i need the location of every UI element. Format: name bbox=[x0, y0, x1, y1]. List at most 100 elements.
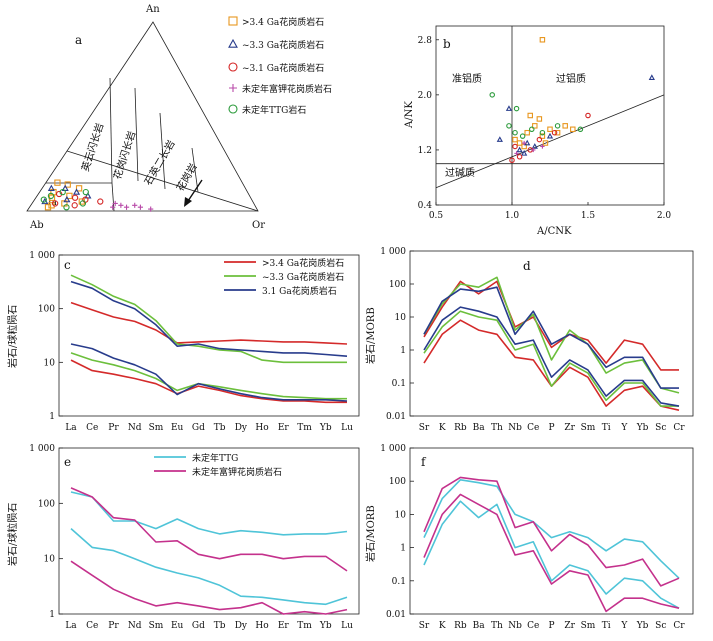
legend-a-item-1: >3.4 Ga花岗质岩石 bbox=[228, 16, 324, 28]
panel-b-point bbox=[516, 146, 523, 153]
x-element-label: Nb bbox=[508, 423, 522, 433]
panel-b-point bbox=[536, 136, 543, 143]
x-element-label: P bbox=[548, 423, 554, 433]
ternary-point bbox=[66, 192, 73, 200]
panel-b-frame bbox=[435, 25, 665, 206]
x-element-label: Zr bbox=[564, 621, 575, 631]
y-tick-label: 10 bbox=[44, 358, 56, 368]
series-line bbox=[423, 478, 680, 579]
ternary-point bbox=[110, 204, 116, 210]
y-tick-label: 100 bbox=[389, 280, 406, 290]
x-element-label: Pr bbox=[108, 621, 119, 631]
panel-b-point bbox=[539, 133, 546, 139]
panel-b-point bbox=[509, 157, 515, 164]
ternary-point bbox=[48, 202, 55, 209]
panel-b-point bbox=[585, 112, 591, 119]
y-tick-label: 0.4 bbox=[418, 201, 433, 211]
x-element-label: Er bbox=[278, 423, 290, 433]
x-element-label: Y bbox=[620, 621, 628, 631]
legend-c-text-3: 3.1 Ga花岗质岩石 bbox=[262, 285, 337, 297]
x-tick-label: 2.0 bbox=[657, 211, 672, 221]
ternary-point bbox=[71, 194, 79, 201]
legend-a-symbol-circle-green bbox=[228, 104, 238, 114]
y-tick-label: 1 000 bbox=[380, 444, 406, 454]
ternary-point bbox=[55, 190, 63, 198]
series-line bbox=[70, 301, 348, 345]
x-element-label: Yb bbox=[636, 423, 649, 433]
ternary-point bbox=[40, 196, 47, 203]
ternary-point bbox=[132, 202, 138, 208]
panel-b-point bbox=[496, 136, 503, 142]
x-element-label: Tb bbox=[214, 423, 226, 433]
panel-b-points bbox=[489, 37, 655, 164]
panel-b-point bbox=[524, 129, 530, 136]
panel-b-point bbox=[521, 140, 527, 146]
boundary-diagonal bbox=[435, 94, 665, 189]
legend-a-text-5: 未定年TTG岩石 bbox=[242, 104, 306, 116]
series-line bbox=[70, 280, 348, 357]
ternary-point bbox=[148, 206, 154, 212]
y-tick-label: 10 bbox=[395, 313, 407, 323]
panel-b-ticks: 0.5 1.0 1.5 2.0 0.4 1.2 2.0 2.8 bbox=[418, 36, 672, 221]
legend-a-marker bbox=[228, 38, 238, 48]
y-tick-label: 10 bbox=[395, 510, 407, 520]
panel-b-label: b bbox=[443, 37, 451, 51]
corner-or: Or bbox=[252, 220, 265, 231]
x-element-label: Cr bbox=[673, 423, 685, 433]
panel-f-ylabel: 岩石/MORB bbox=[364, 505, 377, 562]
y-tick-label: 2.8 bbox=[418, 36, 433, 46]
series-line bbox=[70, 352, 347, 400]
panel-b-point bbox=[551, 129, 558, 136]
x-element-label: Gd bbox=[192, 621, 205, 631]
x-element-label: Eu bbox=[171, 423, 184, 433]
ternary-triangle bbox=[26, 21, 259, 212]
panel-b-point bbox=[513, 105, 520, 112]
legend-c-text-2: ~3.3 Ga花岗质岩石 bbox=[262, 271, 344, 283]
series-line bbox=[423, 476, 680, 587]
panel-b-point bbox=[512, 143, 518, 150]
x-element-label: Rb bbox=[454, 621, 467, 631]
x-element-label: Yb bbox=[636, 621, 649, 631]
ternary-point bbox=[112, 200, 118, 207]
ternary-point bbox=[75, 185, 83, 192]
ternary-point bbox=[64, 181, 71, 188]
x-element-label: Gd bbox=[192, 423, 205, 433]
panel-f-spider: f 岩石/MORB 0.01 0.1 1 10 100 1 000 Sr K Rb Ba Th Nb C… bbox=[364, 444, 694, 631]
ternary-point bbox=[51, 200, 59, 207]
boundary-3 bbox=[159, 112, 166, 190]
x-element-label: K bbox=[439, 621, 446, 631]
panel-c-frame bbox=[58, 254, 360, 417]
panel-c-label: c bbox=[64, 258, 71, 272]
x-element-label: Ce bbox=[86, 621, 98, 631]
series-line bbox=[423, 319, 680, 411]
ternary-point bbox=[63, 204, 70, 211]
legend-a-item-4: 未定年富钾花岗质岩石 bbox=[229, 83, 332, 95]
x-element-label: Ba bbox=[473, 423, 486, 433]
x-element-label: Y bbox=[620, 423, 628, 433]
panel-d-axes: 0.01 0.1 1 10 100 1 000 Sr K Rb Ba Th Nb Ce P Zr Sm Ti Y Y… bbox=[380, 247, 685, 433]
x-element-label: Ti bbox=[602, 621, 611, 631]
panel-b-point bbox=[542, 140, 549, 146]
series-line bbox=[70, 343, 348, 402]
panel-e-frame bbox=[58, 447, 360, 615]
ternary-point bbox=[44, 204, 52, 211]
series-line bbox=[423, 276, 680, 394]
y-tick-label: 1.2 bbox=[418, 146, 432, 156]
ternary-point bbox=[97, 198, 104, 205]
x-element-label: Cr bbox=[673, 621, 685, 631]
series-line bbox=[423, 306, 680, 407]
legend-a-item-3: ~3.1 Ga花岗质岩石 bbox=[228, 62, 324, 74]
x-element-label: Zr bbox=[564, 423, 575, 433]
x-element-label: Lu bbox=[341, 621, 353, 631]
panel-b-ylabel: A/NK bbox=[404, 101, 415, 129]
y-tick-label: 100 bbox=[38, 305, 55, 315]
panel-b-point bbox=[512, 129, 518, 136]
legend-a-marker bbox=[229, 84, 237, 92]
ternary-point bbox=[73, 188, 81, 195]
panel-d-frame bbox=[409, 250, 694, 417]
legend-a-symbol-square bbox=[228, 16, 238, 26]
panel-f-series bbox=[423, 476, 680, 613]
y-tick-label: 100 bbox=[38, 499, 55, 509]
trend-arrow-head bbox=[184, 197, 192, 207]
panel-b-point bbox=[506, 123, 512, 129]
